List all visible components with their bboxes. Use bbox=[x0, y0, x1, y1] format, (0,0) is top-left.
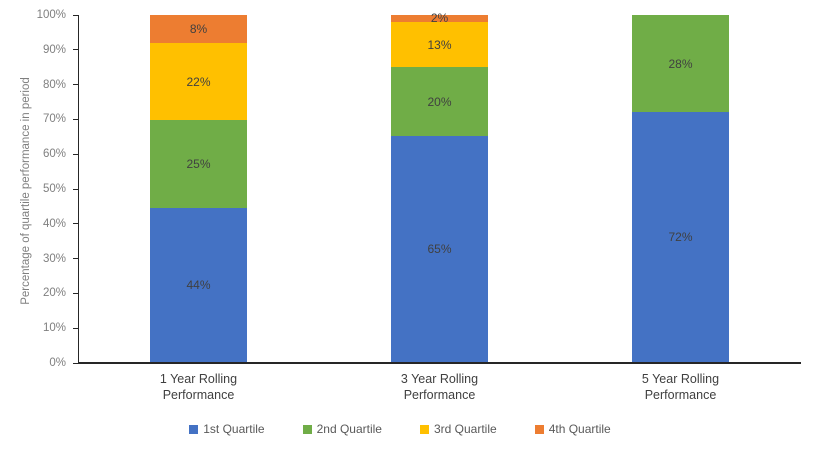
segment-2nd-quartile: 28% bbox=[632, 15, 729, 113]
bar-3-year-rolling-performance: 65% 20% 13% 2% bbox=[391, 11, 488, 362]
legend-item-2nd-quartile: 2nd Quartile bbox=[302, 422, 382, 436]
segment-1st-quartile: 65% bbox=[391, 136, 488, 362]
legend-label: 3rd Quartile bbox=[433, 422, 497, 436]
x-axis-label-5-year-rolling-performance: 5 Year Rolling Performance bbox=[560, 371, 801, 404]
y-tick-label-100: 100% bbox=[36, 9, 66, 21]
y-tick-mark bbox=[73, 188, 78, 190]
y-tick-label-20: 20% bbox=[42, 287, 66, 300]
y-tick-label-60: 60% bbox=[42, 148, 66, 161]
legend-label: 2nd Quartile bbox=[316, 422, 382, 436]
data-label: 22% bbox=[186, 74, 211, 89]
legend-label: 4th Quartile bbox=[548, 422, 611, 436]
x-axis-label-3-year-rolling-performance: 3 Year Rolling Performance bbox=[319, 371, 560, 404]
y-tick-mark bbox=[73, 362, 78, 364]
y-tick-label-90: 90% bbox=[42, 43, 66, 56]
y-tick-label-30: 30% bbox=[42, 252, 66, 265]
y-tick-label-10: 10% bbox=[42, 322, 66, 335]
data-label: 44% bbox=[186, 277, 211, 292]
segment-1st-quartile: 72% bbox=[632, 112, 729, 362]
legend-marker-3rd-quartile bbox=[419, 424, 429, 434]
data-label: 25% bbox=[186, 156, 211, 171]
y-tick-mark bbox=[73, 118, 78, 120]
legend-marker-4th-quartile bbox=[534, 424, 544, 434]
x-axis-label-text: 3 Year Rolling Performance bbox=[400, 372, 479, 403]
bar-1-year-rolling-performance: 44% 25% 22% 8% bbox=[150, 15, 247, 362]
data-label: 20% bbox=[427, 94, 452, 109]
x-axis-label-text: 1 Year Rolling Performance bbox=[159, 372, 238, 403]
y-tick-mark bbox=[73, 84, 78, 86]
y-tick-mark bbox=[73, 223, 78, 225]
legend-marker-2nd-quartile bbox=[302, 424, 312, 434]
data-label: 28% bbox=[668, 56, 693, 71]
bar-5-year-rolling-performance: 72% 28% bbox=[632, 15, 729, 362]
x-axis-label-1-year-rolling-performance: 1 Year Rolling Performance bbox=[78, 371, 319, 404]
y-tick-mark bbox=[73, 14, 78, 16]
data-label: 2% bbox=[430, 11, 449, 26]
y-tick-mark bbox=[73, 292, 78, 294]
plot-area: 44% 25% 22% 8% 65% 20% 13% 2% 72% 28% bbox=[73, 11, 801, 364]
y-tick-label-0: 0% bbox=[49, 357, 66, 369]
x-axis-labels: 1 Year Rolling Performance 3 Year Rolling… bbox=[78, 371, 801, 405]
x-axis-label-text: 5 Year Rolling Performance bbox=[641, 372, 720, 403]
legend: 1st Quartile 2nd Quartile 3rd Quartile 4th … bbox=[0, 422, 800, 436]
segment-4th-quartile: 8% bbox=[150, 15, 247, 44]
data-label: 13% bbox=[427, 37, 452, 52]
data-label: 8% bbox=[189, 22, 208, 37]
segment-2nd-quartile: 20% bbox=[391, 67, 488, 137]
x-axis-line bbox=[78, 362, 801, 364]
segment-2nd-quartile: 25% bbox=[150, 120, 247, 208]
y-tick-mark bbox=[73, 258, 78, 260]
legend-item-1st-quartile: 1st Quartile bbox=[189, 422, 265, 436]
data-label: 65% bbox=[427, 242, 452, 257]
y-axis-tick-labels: 0% 10% 20% 30% 40% 50% 60% 70% 80% 90% 100% bbox=[0, 0, 70, 453]
y-tick-mark bbox=[73, 327, 78, 329]
y-tick-label-80: 80% bbox=[42, 78, 66, 91]
y-tick-label-40: 40% bbox=[42, 217, 66, 230]
legend-item-3rd-quartile: 3rd Quartile bbox=[419, 422, 497, 436]
segment-1st-quartile: 44% bbox=[150, 207, 247, 362]
data-label: 72% bbox=[668, 230, 693, 245]
y-axis-line bbox=[78, 15, 79, 363]
segment-4th-quartile: 2% bbox=[391, 11, 488, 26]
y-tick-label-50: 50% bbox=[42, 183, 66, 195]
y-tick-mark bbox=[73, 153, 78, 155]
segment-3rd-quartile: 22% bbox=[150, 43, 247, 121]
legend-marker-1st-quartile bbox=[189, 424, 199, 434]
legend-item-4th-quartile: 4th Quartile bbox=[534, 422, 611, 436]
legend-label: 1st Quartile bbox=[203, 422, 265, 436]
y-tick-label-70: 70% bbox=[42, 113, 66, 126]
segment-3rd-quartile: 13% bbox=[391, 21, 488, 68]
y-tick-mark bbox=[73, 49, 78, 51]
